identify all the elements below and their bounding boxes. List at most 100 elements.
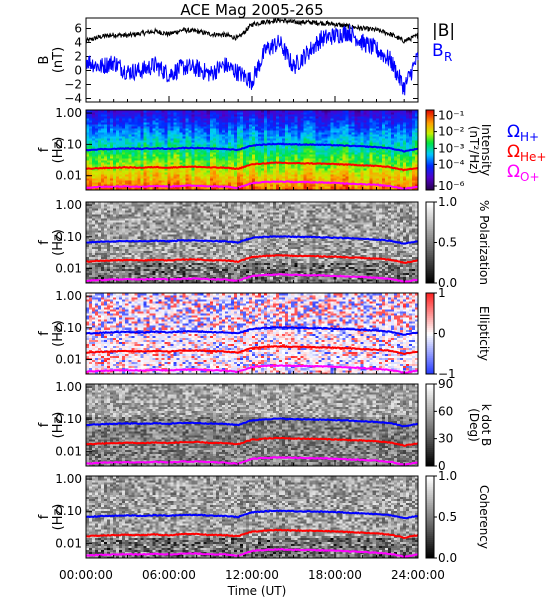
spectrogram-cell — [192, 124, 195, 126]
spectrogram-cell — [101, 126, 104, 128]
spectrogram-cell — [267, 122, 270, 124]
spectrogram-cell — [122, 140, 125, 142]
spectrogram-cell — [291, 150, 294, 152]
spectrogram-cell — [379, 176, 382, 178]
spectrogram-cell — [379, 142, 382, 144]
spectrogram-cell — [355, 134, 358, 136]
spectrogram-cell — [246, 168, 249, 170]
spectrogram-cell — [146, 156, 149, 158]
spectrogram-cell — [324, 150, 327, 152]
spectrogram-cell — [128, 120, 131, 122]
spectrogram-cell — [219, 176, 222, 178]
spectrogram-cell — [155, 136, 158, 138]
spectrogram-cell — [379, 118, 382, 120]
spectrogram-cell — [210, 116, 213, 118]
spectrogram-cell — [397, 136, 400, 138]
spectrogram-cell — [171, 126, 174, 128]
spectrogram-cell — [243, 152, 246, 154]
spectrogram-cell — [183, 112, 186, 114]
spectrogram-cell — [113, 126, 116, 128]
spectrogram-cell — [370, 118, 373, 120]
spectrogram-cell — [213, 170, 216, 172]
spectrogram-cell — [143, 134, 146, 136]
spectrogram-cell — [164, 122, 167, 124]
spectrogram-cell — [309, 174, 312, 176]
spectrogram-cell — [282, 118, 285, 120]
spectrogram-cell — [234, 178, 237, 180]
spectrogram-cell — [255, 150, 258, 152]
spectrogram-cell — [361, 176, 364, 178]
spectrogram-cell — [219, 122, 222, 124]
spectrogram-cell — [324, 122, 327, 124]
spectrogram-cell — [333, 138, 336, 140]
spectrogram-cell — [171, 122, 174, 124]
spectrogram-cell — [343, 178, 346, 180]
spectrogram-cell — [207, 122, 210, 124]
spectrogram-cell — [267, 134, 270, 136]
spectrogram-cell — [330, 134, 333, 136]
spectrogram-cell — [189, 174, 192, 176]
spectrogram-cell — [198, 168, 201, 170]
spectrogram-cell — [219, 180, 222, 182]
spectrogram-cell — [128, 142, 131, 144]
spectrogram-cell — [149, 132, 152, 134]
spectrogram-cell — [110, 236, 113, 238]
spectrogram-cell — [131, 116, 134, 118]
spectrogram-cell — [394, 136, 397, 138]
spectrogram-cell — [400, 134, 403, 136]
spectrogram-cell — [258, 186, 261, 188]
spectrogram-cell — [297, 124, 300, 126]
spectrogram-cell — [192, 142, 195, 144]
spectrogram-cell — [174, 136, 177, 138]
spectrogram-cell — [379, 152, 382, 154]
spectrogram-cell — [385, 136, 388, 138]
spectrogram-cell — [340, 174, 343, 176]
spectrogram-cell — [261, 136, 264, 138]
spectrogram-cell — [412, 174, 415, 176]
spectrogram-cell — [267, 152, 270, 154]
spectrogram-cell — [333, 114, 336, 116]
spectrogram-cell — [171, 136, 174, 138]
spectrogram-cell — [98, 156, 101, 158]
spectrogram-cell — [327, 184, 330, 186]
spectrogram-cell — [146, 160, 149, 162]
spectrogram-cell — [183, 144, 186, 146]
spectrogram-cell — [207, 172, 210, 174]
spectrogram-cell — [306, 150, 309, 152]
spectrogram-cell — [264, 138, 267, 140]
spectrogram-cell — [249, 120, 252, 122]
spectrogram-cell — [113, 150, 116, 152]
spectrogram-cell — [258, 174, 261, 176]
spectrogram-cell — [349, 116, 352, 118]
spectrogram-cell — [137, 118, 140, 120]
spectrogram-cell — [89, 164, 92, 166]
spectrogram-cell — [391, 138, 394, 140]
spectrogram-cell — [213, 160, 216, 162]
spectrogram-cell — [373, 114, 376, 116]
spectrogram-cell — [330, 160, 333, 162]
spectrogram-cell — [98, 234, 101, 236]
spectrogram-cell — [297, 116, 300, 118]
spectrogram-cell — [101, 230, 104, 232]
spectrogram-cell — [140, 114, 143, 116]
spectrogram-cell — [291, 134, 294, 136]
spectrogram-cell — [373, 156, 376, 158]
spectrogram-cell — [303, 122, 306, 124]
spectrogram-cell — [312, 114, 315, 116]
spectrogram-cell — [180, 156, 183, 158]
spectrogram-cell — [189, 120, 192, 122]
spectrogram-cell — [394, 182, 397, 184]
spectrogram-cell — [146, 118, 149, 120]
spectrogram-cell — [216, 132, 219, 134]
spectrogram-cell — [364, 142, 367, 144]
spectrogram-cell — [252, 124, 255, 126]
spectrogram-cell — [255, 152, 258, 154]
spectrogram-cell — [400, 130, 403, 132]
spectrogram-cell — [201, 134, 204, 136]
spectrogram-cell — [143, 170, 146, 172]
spectrogram-cell — [95, 210, 98, 212]
spectrogram-cell — [276, 172, 279, 174]
spectrogram-cell — [219, 154, 222, 156]
spectrogram-cell — [210, 136, 213, 138]
spectrogram-cell — [104, 228, 107, 230]
